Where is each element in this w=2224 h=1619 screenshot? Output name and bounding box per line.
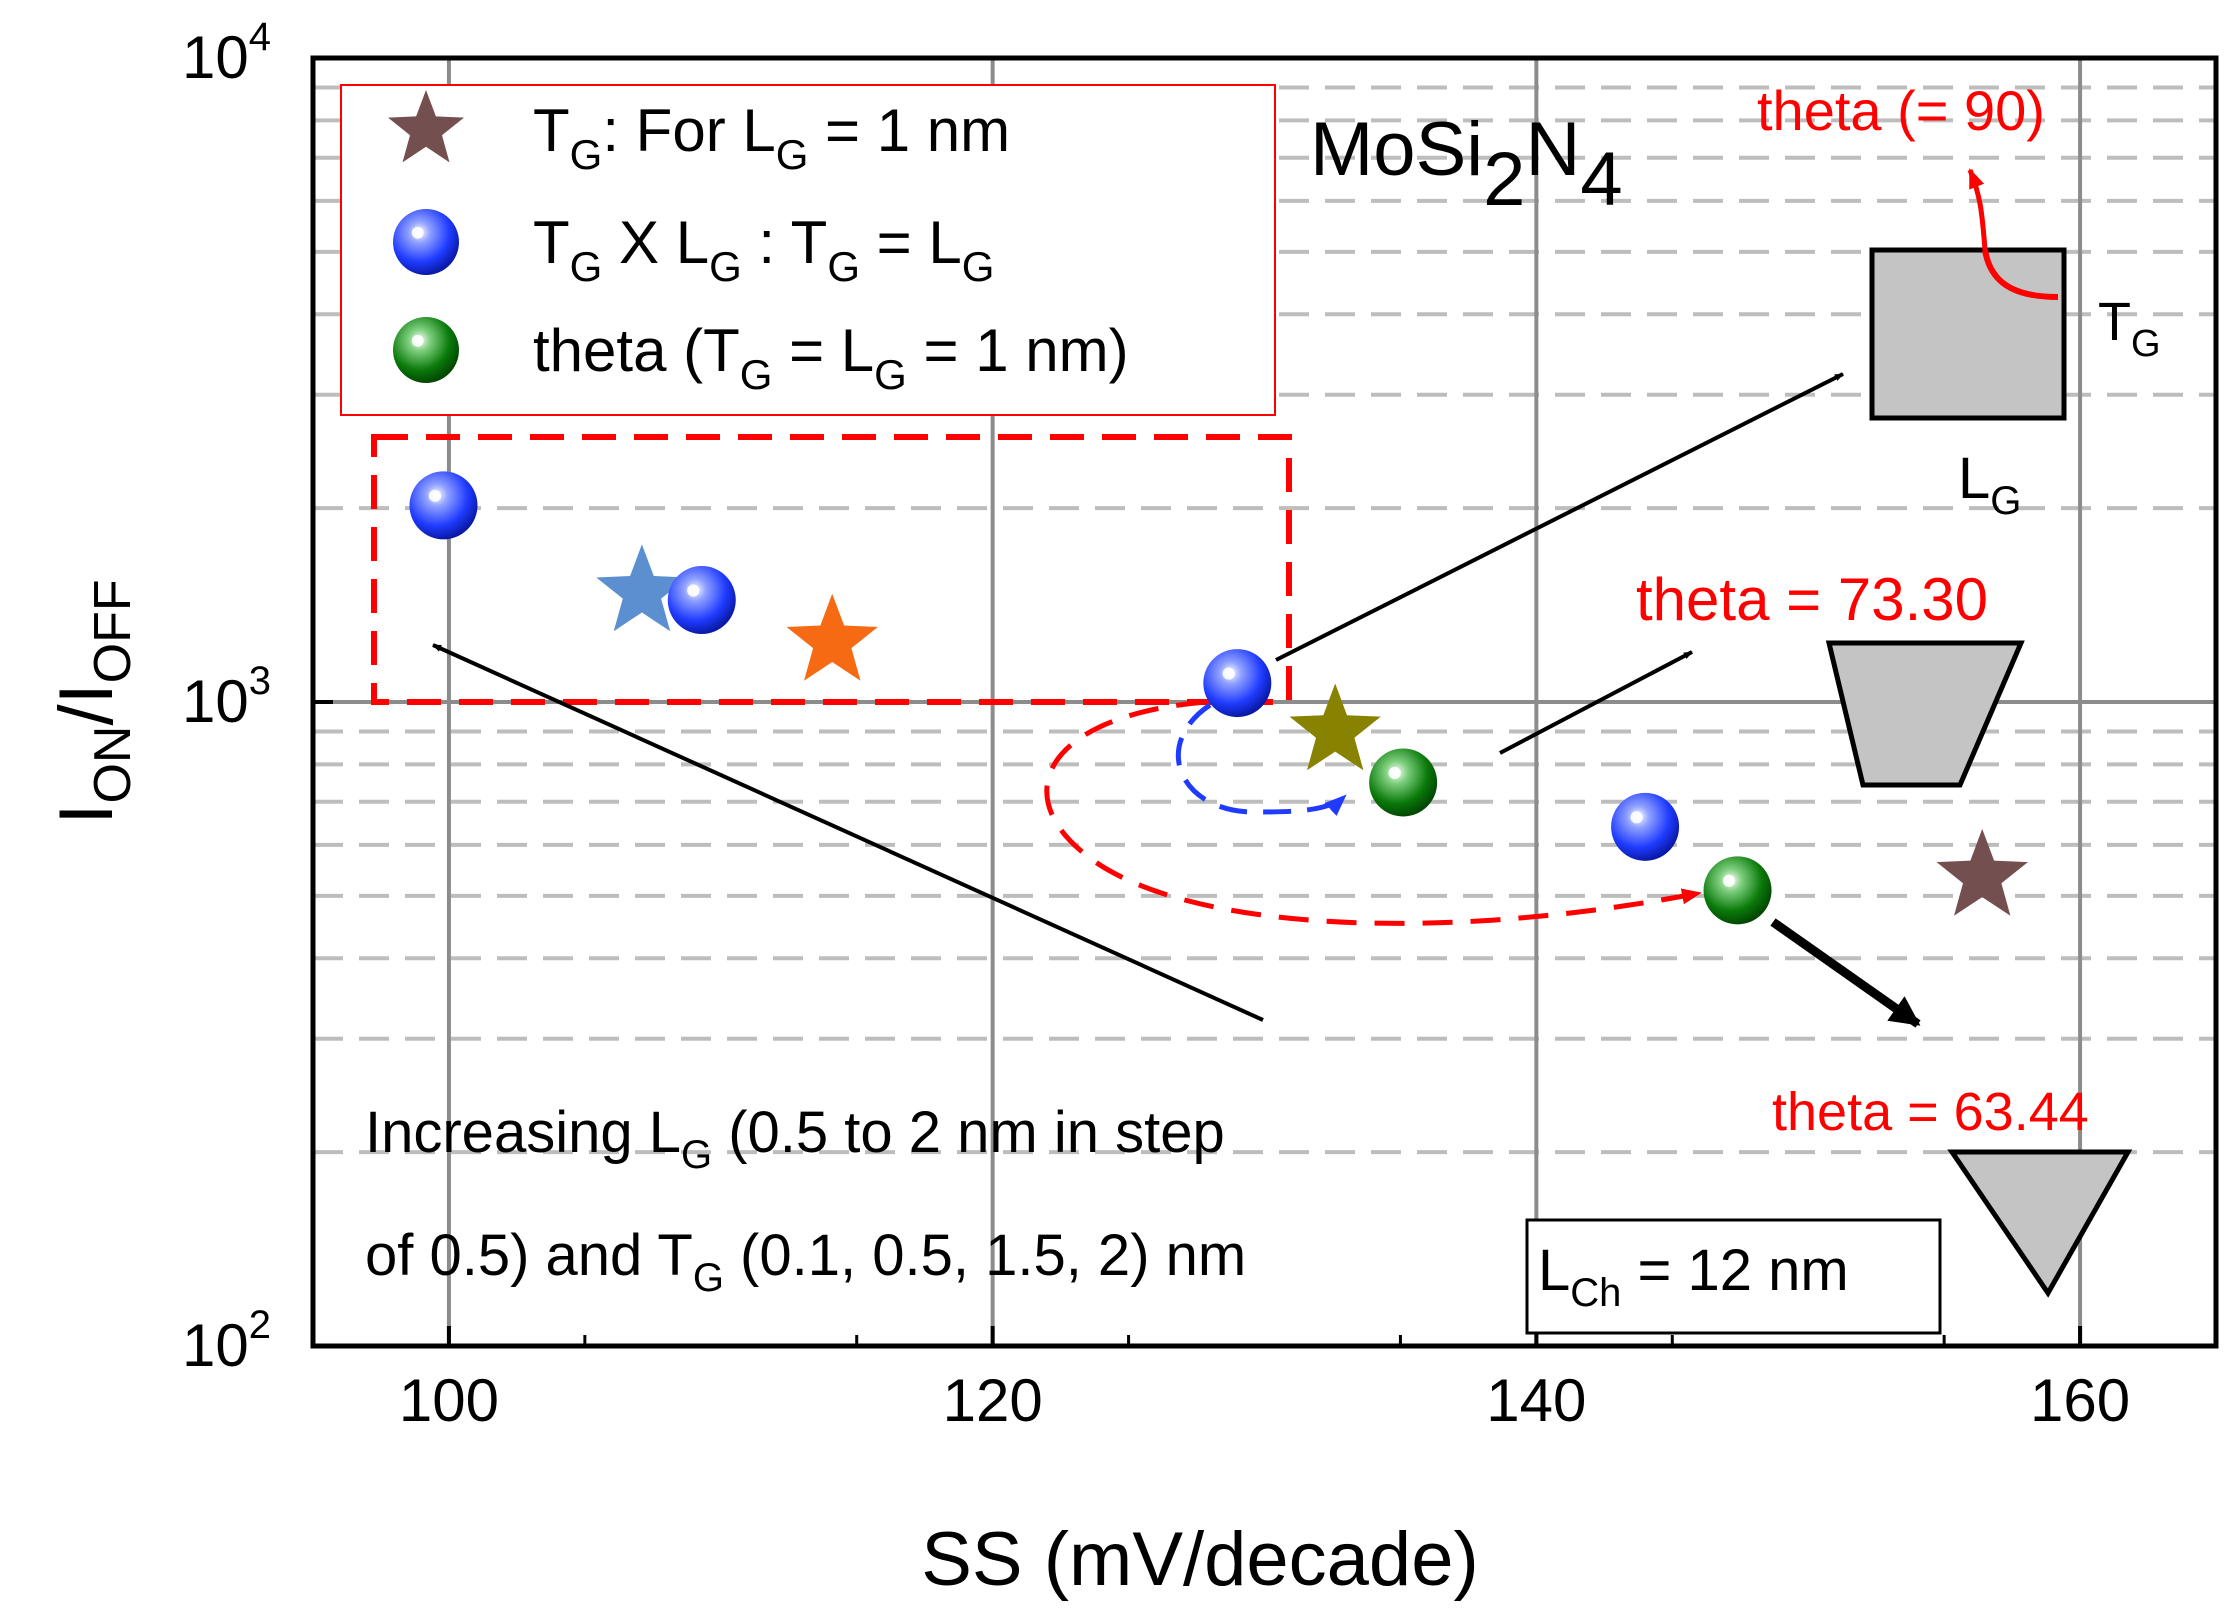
blue-dashed-loop-arrow	[1175, 702, 1347, 816]
increasing-text-line2: of 0.5) and TG (0.1, 0.5, 1.5, 2) nm	[365, 1223, 1246, 1300]
data-point-sphere	[1203, 649, 1272, 718]
material-label: MoSi2N4	[1310, 107, 1623, 222]
data-point-sphere	[1369, 748, 1438, 817]
arrow-to-triangle	[1770, 918, 1921, 1028]
sphere-highlight	[1388, 766, 1401, 780]
sphere-body	[1611, 792, 1680, 861]
legend: TG: For LG = 1 nm TG X LG : TG = LG theta …	[340, 84, 1276, 416]
increasing-arrow	[432, 643, 1264, 1022]
lg-shape-label: LG	[1958, 446, 2021, 523]
red-dashed-loop-arrow	[1044, 699, 1702, 926]
lch-label: LCh = 12 nm	[1538, 1238, 1849, 1315]
y-tick-label: 104	[182, 15, 271, 91]
sphere-highlight	[428, 489, 442, 502]
legend-sphere-marker	[393, 317, 459, 383]
legend-entry: TG: For LG = 1 nm	[388, 90, 1010, 178]
x-tick-label: 140	[1486, 1367, 1586, 1434]
arrow-to-trapezoid	[1499, 650, 1693, 755]
highlight-box	[371, 434, 1292, 705]
sphere-body	[409, 471, 478, 540]
theta-90-arc	[1982, 249, 2059, 300]
theta-63-label: theta = 63.44	[1772, 1082, 2089, 1142]
tg-shape-label: TG	[2098, 292, 2161, 365]
sphere-body	[1703, 856, 1772, 925]
data-point-sphere	[667, 566, 736, 635]
square-shape	[1869, 247, 2067, 421]
theta-90-label: theta (= 90)	[1757, 79, 2045, 142]
legend-label: theta (TG = LG = 1 nm)	[533, 317, 1129, 398]
legend-label: TG X LG : TG = LG	[533, 209, 994, 290]
legend-entry: theta (TG = LG = 1 nm)	[393, 317, 1129, 398]
legend-sphere-marker	[393, 209, 459, 275]
lch-box	[1525, 1218, 1942, 1335]
ticks: 100 120 140 160 102 103 104	[182, 15, 2218, 1434]
sphere-highlight	[411, 334, 424, 347]
legend-star-marker	[388, 90, 464, 163]
triangle-shape	[1947, 1149, 2133, 1298]
x-axis-title: SS (mV/decade)	[921, 1517, 1479, 1602]
sphere-body	[393, 209, 459, 275]
data-point-star	[1289, 683, 1381, 771]
data-point-sphere	[1703, 856, 1772, 925]
arrow-to-square	[1275, 372, 1844, 662]
sphere-highlight	[1222, 667, 1235, 680]
theta-90-arrow	[1967, 168, 1988, 251]
sphere-highlight	[411, 226, 424, 239]
sphere-body	[667, 566, 736, 635]
x-tick-label: 120	[943, 1367, 1043, 1434]
data-point-star	[596, 544, 688, 632]
sphere-body	[1369, 748, 1438, 817]
data-point-star	[1936, 828, 2028, 916]
x-tick-label: 100	[399, 1367, 499, 1434]
sphere-highlight	[1722, 874, 1736, 887]
y-tick-label: 103	[182, 659, 271, 735]
y-axis-title: ION/IOFF	[44, 579, 142, 824]
sphere-body	[393, 317, 459, 383]
data-point-star	[786, 593, 878, 681]
data-point-sphere	[409, 471, 478, 540]
y-tick-label: 102	[182, 1303, 271, 1379]
sphere-body	[1203, 649, 1272, 718]
x-tick-label: 160	[2030, 1367, 2130, 1434]
data-point-sphere	[1611, 792, 1680, 861]
legend-box	[340, 84, 1276, 416]
sphere-highlight	[1630, 811, 1643, 824]
legend-label: TG: For LG = 1 nm	[533, 97, 1010, 178]
legend-entry: TG X LG : TG = LG	[393, 209, 994, 290]
increasing-text-line1: Increasing LG (0.5 to 2 nm in step	[365, 1100, 1225, 1177]
trapezoid-shape	[1825, 640, 2025, 788]
theta-73-label: theta = 73.30	[1636, 566, 1988, 633]
data-points	[409, 471, 2028, 925]
sphere-highlight	[687, 584, 700, 597]
